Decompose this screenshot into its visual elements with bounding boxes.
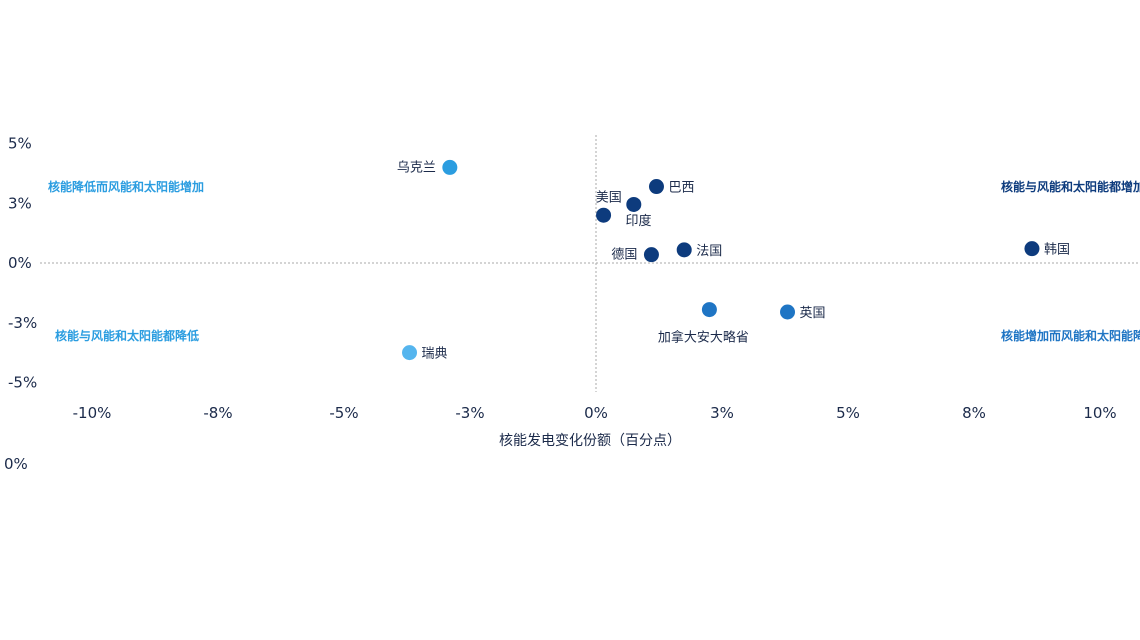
data-point [780,304,796,320]
data-point [596,207,612,223]
data-point-label: 韩国 [1044,243,1070,258]
quadrant-label: 核能与风能和太阳能都增加 [1001,179,1140,194]
stray-tick-label: 0% [4,455,28,473]
data-point-label: 德国 [611,248,637,263]
y-tick-label: -3% [8,314,37,332]
data-point-label: 瑞典 [422,347,448,362]
quadrant-label: 核能增加而风能和太阳能降低 [1001,328,1140,343]
x-tick-label: 3% [710,404,734,422]
x-tick-label: 8% [962,404,986,422]
data-point-label: 美国 [596,190,622,205]
y-tick-label: 0% [8,254,32,272]
data-point-label: 乌克兰 [397,159,436,175]
y-tick-label: 5% [8,135,32,153]
quadrant-label: 核能与风能和太阳能都降低 [55,328,199,343]
x-tick-label: -3% [455,404,484,422]
data-point-label: 法国 [696,244,722,259]
data-point-label: 加拿大安大略省 [658,330,749,346]
x-tick-label: -5% [329,404,358,422]
y-axis-ticks: 5% 3% 0% -3% -5% [8,135,37,392]
data-point-label: 英国 [800,306,826,321]
data-point [701,302,717,318]
x-tick-label: 0% [584,404,608,422]
x-tick-label: 5% [836,404,860,422]
x-tick-label: -10% [73,404,112,422]
y-tick-label: 3% [8,194,32,212]
x-axis-label: 核能发电变化份额（百分点） [499,433,681,449]
data-point-label: 巴西 [668,181,694,196]
data-point [676,242,692,258]
x-axis-ticks: -10% -8% -5% -3% 0% 3% 5% 8% 10% [73,404,1117,422]
reference-lines [40,135,1140,392]
data-point-label: 印度 [626,213,652,229]
data-point [648,179,664,195]
x-tick-label: -8% [203,404,232,422]
data-point [1024,241,1040,257]
data-point [643,247,659,263]
data-point [442,159,458,175]
x-tick-label: 10% [1083,404,1116,422]
data-point [402,345,418,361]
data-point [626,196,642,212]
y-tick-label: -5% [8,374,37,392]
quadrant-label: 核能降低而风能和太阳能增加 [48,179,204,194]
